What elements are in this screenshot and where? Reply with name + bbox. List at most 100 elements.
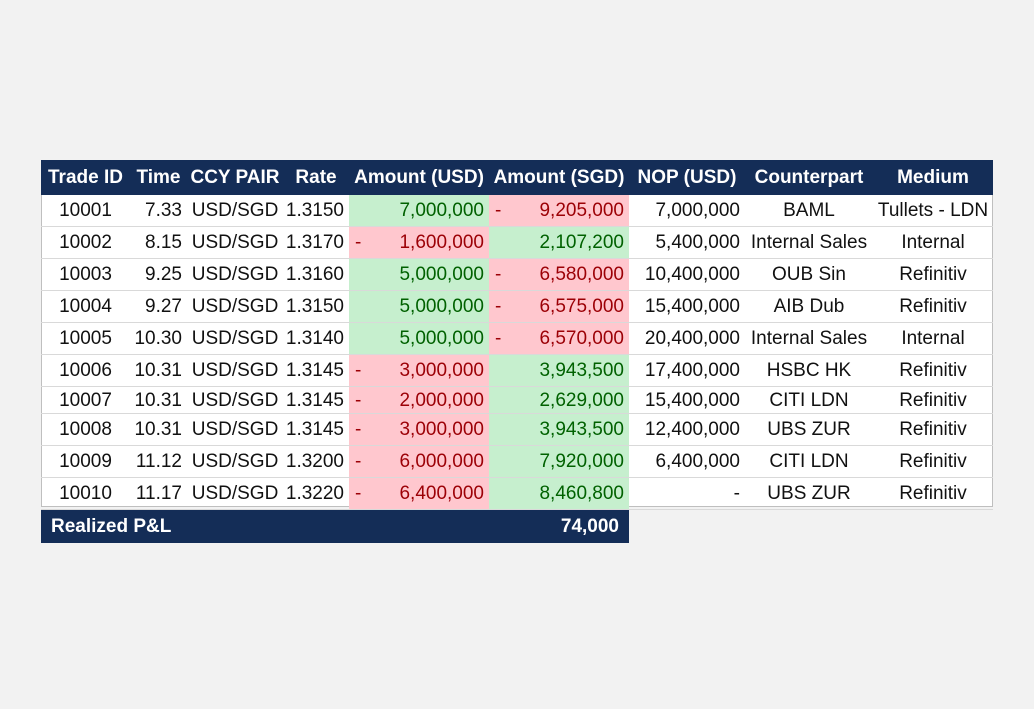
table-cell: 1.3170	[283, 227, 349, 259]
table-cell: Refinitiv	[873, 414, 993, 446]
amount-value: 2,629,000	[539, 389, 624, 411]
amount-value: 3,000,000	[399, 419, 484, 440]
table-cell: USD/SGD	[187, 227, 283, 259]
amount-cell: - 6,400,000	[349, 478, 489, 510]
table-cell: 9.27	[130, 291, 187, 323]
column-header: Rate	[283, 160, 349, 195]
table-cell: USD/SGD	[187, 355, 283, 387]
amount-value: 5,000,000	[399, 296, 484, 317]
amount-cell: - 9,205,000	[489, 195, 629, 227]
table-cell: UBS ZUR	[745, 414, 873, 446]
amount-cell: - 6,000,000	[349, 446, 489, 478]
table-cell: USD/SGD	[187, 478, 283, 510]
table-cell: 1.3140	[283, 323, 349, 355]
table-cell: BAML	[745, 195, 873, 227]
table-cell: Internal Sales	[745, 323, 873, 355]
amount-value: 7,920,000	[539, 451, 624, 472]
amount-value: 1,600,000	[399, 232, 484, 253]
amount-value: 6,575,000	[539, 296, 624, 317]
table-cell: 5,400,000	[629, 227, 745, 259]
table-cell: Refinitiv	[873, 291, 993, 323]
amount-cell: 2,107,200	[489, 227, 629, 259]
table-cell: 10001	[41, 195, 130, 227]
amount-cell: 5,000,000	[349, 259, 489, 291]
table-cell: CITI LDN	[745, 387, 873, 414]
column-header: CCY PAIR	[187, 160, 283, 195]
table-cell: Refinitiv	[873, 387, 993, 414]
table-cell: 11.17	[130, 478, 187, 510]
amount-value: 6,570,000	[539, 328, 624, 349]
amount-cell: 7,920,000	[489, 446, 629, 478]
table-cell: 10.31	[130, 387, 187, 414]
table-cell: 10009	[41, 446, 130, 478]
table-cell: 15,400,000	[629, 387, 745, 414]
table-cell: 10007	[41, 387, 130, 414]
amount-value: 3,943,500	[539, 419, 624, 440]
amount-cell: 7,000,000	[349, 195, 489, 227]
amount-value: 2,107,200	[539, 232, 624, 253]
table-cell: 10006	[41, 355, 130, 387]
amount-cell: - 6,580,000	[489, 259, 629, 291]
table-cell: OUB Sin	[745, 259, 873, 291]
table-cell: Refinitiv	[873, 446, 993, 478]
column-header: Medium	[873, 160, 993, 195]
amount-cell: - 3,000,000	[349, 414, 489, 446]
amount-cell: - 3,000,000	[349, 355, 489, 387]
table-cell: USD/SGD	[187, 414, 283, 446]
amount-sign: -	[355, 389, 362, 411]
table-cell: 1.3220	[283, 478, 349, 510]
table-cell: -	[629, 478, 745, 510]
footer-label: Realized P&L	[41, 510, 489, 543]
table-cell: USD/SGD	[187, 195, 283, 227]
table-cell: 10,400,000	[629, 259, 745, 291]
column-header: NOP (USD)	[629, 160, 745, 195]
table-cell: 11.12	[130, 446, 187, 478]
column-header: Amount (SGD)	[489, 160, 629, 195]
amount-value: 2,000,000	[399, 389, 484, 411]
table-cell: 1.3200	[283, 446, 349, 478]
table-cell: Refinitiv	[873, 259, 993, 291]
table-cell: 1.3150	[283, 291, 349, 323]
amount-value: 7,000,000	[399, 200, 484, 221]
amount-cell: 5,000,000	[349, 291, 489, 323]
table-cell: 1.3160	[283, 259, 349, 291]
table-cell: USD/SGD	[187, 291, 283, 323]
amount-value: 3,000,000	[399, 360, 484, 381]
amount-cell: - 2,000,000	[349, 387, 489, 414]
table-cell: 10008	[41, 414, 130, 446]
amount-value: 9,205,000	[539, 200, 624, 221]
table-cell: 12,400,000	[629, 414, 745, 446]
table-cell: 1.3145	[283, 414, 349, 446]
amount-value: 5,000,000	[399, 328, 484, 349]
table-cell: UBS ZUR	[745, 478, 873, 510]
column-header: Counterpart	[745, 160, 873, 195]
table-cell: 17,400,000	[629, 355, 745, 387]
amount-value: 8,460,800	[539, 483, 624, 504]
table-cell: Internal	[873, 323, 993, 355]
amount-sign: -	[355, 451, 362, 472]
column-header: Time	[130, 160, 187, 195]
amount-sign: -	[495, 264, 502, 285]
table-cell: 1.3145	[283, 387, 349, 414]
amount-sign: -	[495, 200, 502, 221]
table-cell: 7.33	[130, 195, 187, 227]
amount-cell: 8,460,800	[489, 478, 629, 510]
table-cell: 10005	[41, 323, 130, 355]
amount-value: 6,580,000	[539, 264, 624, 285]
amount-cell: - 6,570,000	[489, 323, 629, 355]
amount-cell: 3,943,500	[489, 414, 629, 446]
table-cell: 10003	[41, 259, 130, 291]
table-cell: HSBC HK	[745, 355, 873, 387]
amount-cell: - 1,600,000	[349, 227, 489, 259]
amount-sign: -	[355, 483, 362, 504]
amount-sign: -	[355, 360, 362, 381]
amount-cell: 2,629,000	[489, 387, 629, 414]
column-header: Trade ID	[41, 160, 130, 195]
table-cell: 10.31	[130, 355, 187, 387]
table-cell: 10.30	[130, 323, 187, 355]
table-cell: 7,000,000	[629, 195, 745, 227]
table-cell: 10010	[41, 478, 130, 510]
amount-value: 3,943,500	[539, 360, 624, 381]
table-cell: Internal Sales	[745, 227, 873, 259]
